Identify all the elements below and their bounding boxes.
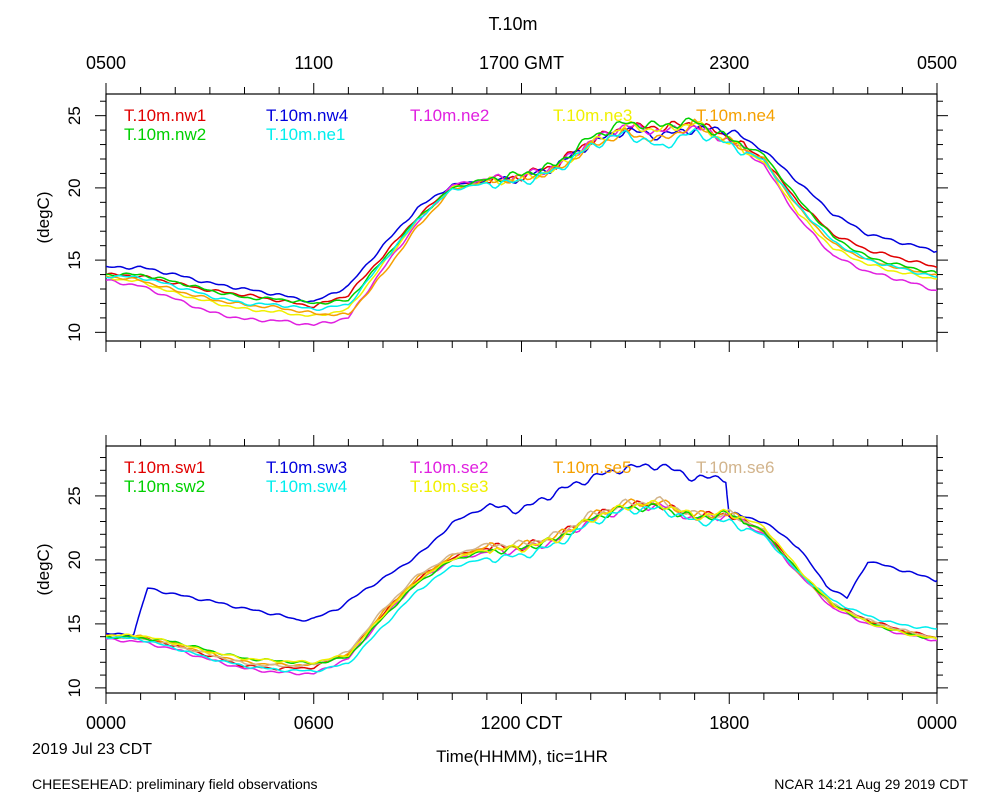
top-time-label: 2300 — [709, 53, 749, 73]
top-y-tick-label: 10 — [65, 323, 84, 342]
bottom-y-tick-label: 15 — [65, 614, 84, 633]
top-series-group — [106, 117, 937, 327]
top-y-tick-label: 20 — [65, 178, 84, 197]
legend-T-10m-sw4: T.10m.sw4 — [266, 477, 347, 496]
legend-T-10m-ne1: T.10m.ne1 — [266, 125, 345, 144]
bottom-time-label: 1800 — [709, 713, 749, 733]
top-time-label: 0500 — [917, 53, 957, 73]
bottom-time-label: 0600 — [294, 713, 334, 733]
legend-T-10m-se6: T.10m.se6 — [696, 458, 774, 477]
series-line-T-10m-ne2 — [106, 123, 937, 327]
bottom-y-tick-label: 10 — [65, 678, 84, 697]
top-time-label: 0500 — [86, 53, 126, 73]
footer-left: CHEESEHEAD: preliminary field observatio… — [32, 776, 318, 792]
series-line-T-10m-nw1 — [106, 120, 937, 309]
top-y-tick-label: 25 — [65, 106, 84, 125]
legend-T-10m-ne3: T.10m.ne3 — [553, 106, 632, 125]
legend-T-10m-ne2: T.10m.ne2 — [410, 106, 489, 125]
footer-right: NCAR 14:21 Aug 29 2019 CDT — [774, 776, 968, 792]
legend-T-10m-se2: T.10m.se2 — [410, 458, 488, 477]
legend-T-10m-nw2: T.10m.nw2 — [124, 125, 206, 144]
panel-bottom: 10 15 20 25 (degC) T.10m.sw1 T.10m.sw3 T.10m.se… — [34, 435, 948, 704]
top-y-tick-label: 15 — [65, 251, 84, 270]
legend-T-10m-nw4: T.10m.nw4 — [266, 106, 348, 125]
legend-T-10m-sw2: T.10m.sw2 — [124, 477, 205, 496]
series-line-T-10m-ne1 — [106, 128, 937, 311]
x-axis-label: Time(HHMM), tic=1HR — [436, 747, 608, 766]
legend-T-10m-sw1: T.10m.sw1 — [124, 458, 205, 477]
bottom-time-label: 0000 — [917, 713, 957, 733]
series-line-T-10m-se2 — [106, 503, 937, 676]
top-time-axis-labels: 0500 1100 1700 GMT 2300 0500 — [86, 53, 957, 73]
top-time-label: 1100 — [294, 53, 333, 73]
legend-T-10m-ne4: T.10m.ne4 — [696, 106, 775, 125]
bottom-y-tick-label: 20 — [65, 550, 84, 569]
bottom-series-group — [106, 463, 937, 676]
bottom-time-label: 1200 CDT — [480, 713, 562, 733]
series-line-T-10m-ne3 — [106, 120, 937, 317]
legend-T-10m-sw3: T.10m.sw3 — [266, 458, 347, 477]
series-line-T-10m-ne4 — [106, 118, 937, 317]
series-line-T-10m-se5 — [106, 498, 937, 667]
bottom-time-label: 0000 — [86, 713, 126, 733]
bottom-time-axis-labels: 0000 0600 1200 CDT 1800 0000 — [86, 713, 957, 733]
series-line-T-10m-se3 — [106, 499, 937, 665]
bottom-y-axis-label: (degC) — [34, 544, 53, 596]
bottom-y-tick-label: 25 — [65, 486, 84, 505]
figure-title: T.10m — [488, 14, 537, 34]
legend-T-10m-nw1: T.10m.nw1 — [124, 106, 206, 125]
date-label: 2019 Jul 23 CDT — [32, 741, 152, 758]
legend-T-10m-se3: T.10m.se3 — [410, 477, 488, 496]
bottom-plot-frame — [105, 445, 938, 694]
top-y-axis-label: (degC) — [34, 192, 53, 244]
series-line-T-10m-se6 — [106, 495, 937, 668]
series-line-T-10m-sw3 — [106, 463, 937, 637]
top-time-label: 1700 GMT — [479, 53, 564, 73]
series-line-T-10m-sw4 — [106, 505, 937, 673]
series-line-T-10m-nw2 — [106, 117, 937, 305]
legend-T-10m-se5: T.10m.se5 — [553, 458, 631, 477]
